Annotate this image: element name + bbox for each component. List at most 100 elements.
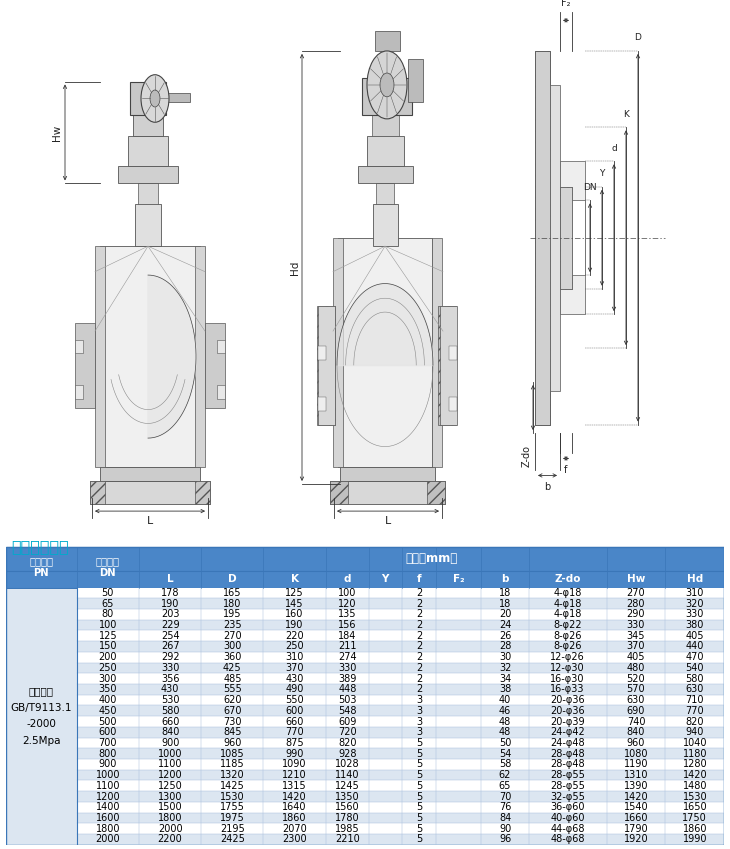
- Text: 448: 448: [338, 684, 356, 694]
- Bar: [372, 115, 399, 136]
- Text: 330: 330: [338, 663, 356, 673]
- Text: 211: 211: [338, 642, 356, 651]
- Bar: [318, 306, 335, 424]
- Text: 203: 203: [161, 610, 180, 619]
- Text: F₂: F₂: [561, 0, 571, 8]
- Text: 48-φ68: 48-φ68: [550, 835, 585, 845]
- Text: 1245: 1245: [335, 781, 360, 790]
- Text: 1300: 1300: [158, 791, 182, 801]
- Text: 740: 740: [627, 717, 645, 727]
- Text: 254: 254: [161, 631, 180, 641]
- Text: L: L: [147, 516, 153, 526]
- Bar: [560, 187, 572, 289]
- Circle shape: [150, 90, 160, 107]
- Text: 875: 875: [285, 738, 304, 748]
- Text: 2: 2: [416, 684, 422, 694]
- Text: 570: 570: [626, 684, 645, 694]
- Text: 20-φ39: 20-φ39: [550, 717, 585, 727]
- Text: 250: 250: [285, 642, 304, 651]
- Text: K: K: [623, 110, 629, 119]
- Text: L: L: [385, 516, 391, 526]
- Text: 1100: 1100: [96, 781, 120, 790]
- Text: 195: 195: [223, 610, 242, 619]
- Text: 34: 34: [499, 673, 511, 683]
- Bar: [77, 694, 724, 706]
- Bar: [165, 93, 190, 102]
- Text: 310: 310: [685, 588, 704, 598]
- Bar: [95, 246, 105, 467]
- Bar: [75, 323, 95, 408]
- Bar: [77, 673, 724, 684]
- Bar: [77, 834, 724, 845]
- Bar: [427, 481, 445, 504]
- Text: 405: 405: [627, 652, 645, 662]
- Text: 690: 690: [627, 706, 645, 716]
- Bar: [330, 481, 348, 504]
- Text: 62: 62: [499, 770, 511, 780]
- Text: 1800: 1800: [158, 813, 182, 823]
- Text: 36-φ60: 36-φ60: [550, 802, 585, 812]
- Bar: [77, 812, 724, 824]
- Bar: [77, 770, 724, 780]
- Text: 800: 800: [99, 749, 117, 759]
- Bar: [77, 824, 724, 834]
- Text: 1190: 1190: [623, 759, 648, 769]
- Text: 1985: 1985: [335, 824, 360, 834]
- Text: 710: 710: [685, 695, 704, 705]
- Text: 1140: 1140: [335, 770, 360, 780]
- Bar: [449, 346, 457, 360]
- Text: 160: 160: [285, 610, 304, 619]
- Text: 520: 520: [626, 673, 645, 683]
- Bar: [100, 246, 200, 467]
- Text: 公称通径
DN: 公称通径 DN: [96, 557, 120, 578]
- Text: 3: 3: [416, 717, 422, 727]
- Text: 5: 5: [416, 759, 422, 769]
- Text: 820: 820: [338, 738, 356, 748]
- Text: 1390: 1390: [623, 781, 648, 790]
- Bar: [572, 200, 585, 275]
- Text: 700: 700: [99, 738, 117, 748]
- Text: 48: 48: [499, 717, 511, 727]
- Bar: [77, 684, 724, 694]
- Text: 12-φ30: 12-φ30: [550, 663, 585, 673]
- Text: 125: 125: [99, 631, 117, 641]
- Text: 1660: 1660: [623, 813, 648, 823]
- Bar: [195, 481, 210, 504]
- Text: 555: 555: [223, 684, 242, 694]
- Text: 3: 3: [416, 706, 422, 716]
- Text: 50: 50: [499, 738, 511, 748]
- Text: 50: 50: [101, 588, 114, 598]
- Text: 350: 350: [99, 684, 117, 694]
- Bar: [6, 548, 724, 571]
- Text: 46: 46: [499, 706, 511, 716]
- Text: 5: 5: [416, 791, 422, 801]
- Text: 928: 928: [338, 749, 356, 759]
- Text: 960: 960: [223, 738, 242, 748]
- Text: 730: 730: [223, 717, 242, 727]
- Text: 20-φ36: 20-φ36: [550, 706, 585, 716]
- Text: L: L: [166, 574, 174, 584]
- Text: 8-φ26: 8-φ26: [553, 631, 582, 641]
- Bar: [77, 620, 724, 631]
- Text: 24-φ42: 24-φ42: [550, 728, 585, 737]
- Bar: [376, 183, 394, 204]
- Text: 2: 2: [416, 673, 422, 683]
- Text: 100: 100: [99, 620, 117, 630]
- Text: Hd: Hd: [290, 261, 300, 275]
- Text: 28-φ55: 28-φ55: [550, 781, 585, 790]
- Text: 5: 5: [416, 835, 422, 845]
- Text: 40: 40: [499, 695, 511, 705]
- Text: 178: 178: [161, 588, 180, 598]
- Bar: [77, 706, 724, 717]
- Bar: [333, 238, 343, 467]
- Text: 500: 500: [99, 717, 117, 727]
- Bar: [330, 481, 445, 504]
- Text: 18: 18: [499, 588, 511, 598]
- Text: 法兰标准
GB/T9113.1
-2000
2.5Mpa: 法兰标准 GB/T9113.1 -2000 2.5Mpa: [10, 687, 72, 745]
- Text: 274: 274: [338, 652, 356, 662]
- Text: 630: 630: [627, 695, 645, 705]
- Text: 250: 250: [99, 663, 117, 673]
- Bar: [375, 31, 400, 51]
- Bar: [75, 385, 83, 399]
- Text: 1530: 1530: [683, 791, 707, 801]
